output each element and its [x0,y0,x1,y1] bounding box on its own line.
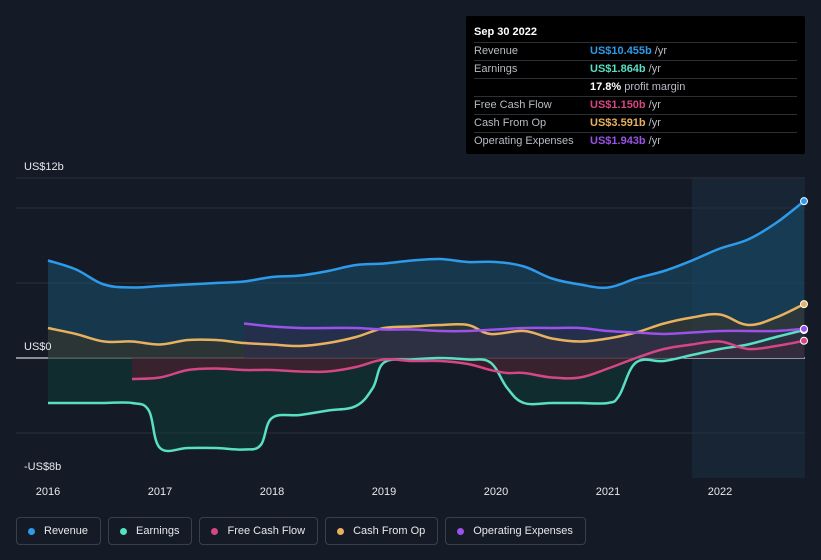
tooltip-row-unit: /yr [648,117,661,129]
tooltip-row-label: Free Cash Flow [474,99,552,111]
line-free-cash-flow [131,339,805,381]
tooltip-row-label: Operating Expenses [474,135,574,147]
y-axis-bottom-label: -US$8b [24,461,61,473]
tooltip-row-label: Revenue [474,45,519,57]
x-tick-2022: 2022 [708,486,732,498]
tooltip-row-label: Cash From Op [474,117,547,129]
x-tick-2021: 2021 [596,486,620,498]
x-tick-2018: 2018 [260,486,284,498]
tooltip-row-unit: /yr [654,45,667,57]
endpoint-cash-from-op [800,300,808,309]
endpoint-operating-expenses [800,324,808,333]
tooltip-row-label [474,79,590,96]
tooltip-row: Operating Expenses US$1.943b/yr [474,132,797,150]
endpoint-free-cash-flow [800,336,808,345]
legend-dot-icon [337,527,345,535]
tooltip-row-unit: /yr [648,63,661,75]
tooltip-row-unit: profit margin [624,81,686,93]
legend-item-earnings[interactable]: Earnings [108,517,193,545]
legend: Revenue Earnings Free Cash Flow Cash From O… [16,517,593,545]
tooltip-row-value: 17.8% [590,81,622,93]
legend-dot-icon [457,527,465,535]
tooltip-row-value: US$3.591b [590,117,646,129]
area-revenue [48,201,804,358]
legend-dot-icon [120,527,128,535]
tooltip-row-unit: /yr [648,99,661,111]
x-tick-2020: 2020 [484,486,508,498]
line-revenue [47,200,805,290]
x-tick-2017: 2017 [148,486,172,498]
legend-item-operating-expenses[interactable]: Operating Expenses [445,517,586,545]
tooltip-row: 17.8% profit margin [474,78,797,96]
line-earnings [48,328,805,453]
legend-item-free-cash-flow[interactable]: Free Cash Flow [199,517,319,545]
tooltip-row-unit: /yr [648,135,661,147]
tooltip: Sep 30 2022 Revenue US$10.455b/yr Earnings… [466,16,805,154]
legend-label: Operating Expenses [473,525,573,537]
legend-dot-icon [28,527,35,535]
legend-label: Free Cash Flow [227,525,306,537]
tooltip-row-value: US$10.455b [590,45,652,57]
legend-label: Earnings [136,525,180,537]
tooltip-row: Revenue US$10.455b/yr [474,42,797,60]
tooltip-row-value: US$1.943b [590,135,646,147]
x-tick-2019: 2019 [372,486,396,498]
tooltip-row-label: Earnings [474,63,518,75]
line-operating-expenses [243,322,805,336]
x-tick-2016: 2016 [36,486,60,498]
legend-item-revenue[interactable]: Revenue [16,517,102,545]
legend-item-cash-from-op[interactable]: Cash From Op [325,517,439,545]
endpoint-revenue [800,197,808,206]
y-axis-zero-label: US$0 [24,341,52,353]
tooltip-row-value: US$1.150b [590,99,646,111]
line-cash-from-op [47,302,805,348]
tooltip-row: Cash From Op US$3.591b/yr [474,114,797,132]
tooltip-row: Free Cash Flow US$1.150b/yr [474,96,797,114]
tooltip-row-value: US$1.864b [590,63,646,75]
legend-label: Revenue [44,525,89,537]
legend-dot-icon [211,527,219,535]
legend-label: Cash From Op [353,525,426,537]
tooltip-date: Sep 30 2022 [474,26,537,38]
y-axis-top-label: US$12b [24,161,64,173]
tooltip-row: Earnings US$1.864b/yr [474,60,797,78]
